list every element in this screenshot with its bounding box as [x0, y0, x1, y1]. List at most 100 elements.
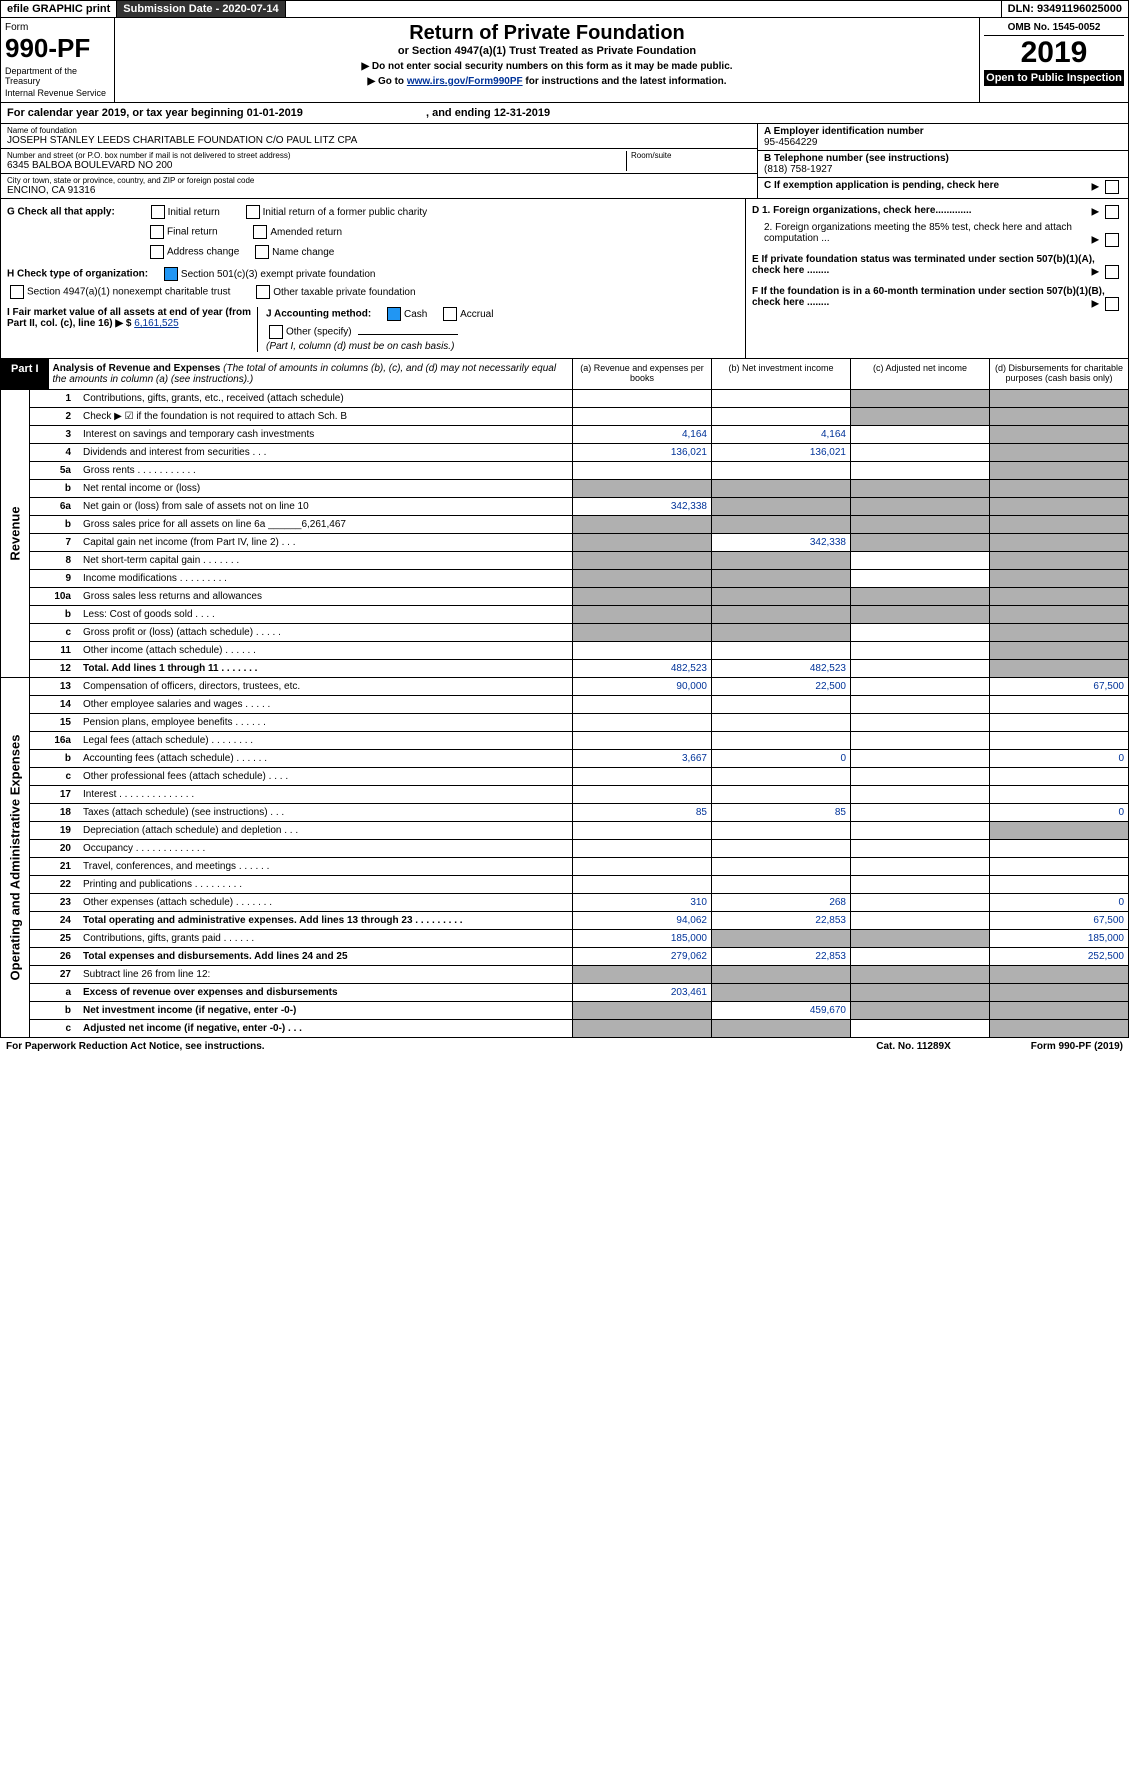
name-label: Name of foundation: [7, 126, 751, 135]
table-cell: [989, 534, 1128, 551]
table-row: 26Total expenses and disbursements. Add …: [30, 948, 1128, 966]
g1-checkbox[interactable]: [151, 205, 165, 219]
form-subtitle: or Section 4947(a)(1) Trust Treated as P…: [119, 45, 975, 57]
efile-label: efile GRAPHIC print: [1, 1, 117, 17]
row-number: 17: [30, 786, 77, 803]
row-description: Net rental income or (loss): [77, 480, 572, 497]
d2-checkbox[interactable]: [1105, 233, 1119, 247]
table-cell: [850, 840, 989, 857]
open-inspection: Open to Public Inspection: [984, 70, 1124, 86]
table-cell: [572, 606, 711, 623]
d1-checkbox[interactable]: [1105, 205, 1119, 219]
g3-checkbox[interactable]: [150, 225, 164, 239]
g5-label: Address change: [167, 247, 239, 258]
table-row: 2Check ▶ ☑ if the foundation is not requ…: [30, 408, 1128, 426]
city: ENCINO, CA 91316: [7, 185, 751, 196]
h2-checkbox[interactable]: [10, 285, 24, 299]
j1-label: Cash: [404, 309, 427, 320]
table-row: aExcess of revenue over expenses and dis…: [30, 984, 1128, 1002]
col-b-header: (b) Net investment income: [711, 359, 850, 389]
h3-checkbox[interactable]: [256, 285, 270, 299]
table-cell: [850, 858, 989, 875]
row-description: Less: Cost of goods sold . . . .: [77, 606, 572, 623]
h1-checkbox[interactable]: [164, 267, 178, 281]
g4-checkbox[interactable]: [253, 225, 267, 239]
g-row2: Final return Amended return: [147, 225, 739, 239]
table-cell: [850, 588, 989, 605]
table-cell: [850, 660, 989, 677]
j2-checkbox[interactable]: [443, 307, 457, 321]
row-description: Check ▶ ☑ if the foundation is not requi…: [77, 408, 572, 425]
table-row: 17Interest . . . . . . . . . . . . . .: [30, 786, 1128, 804]
irs-link[interactable]: www.irs.gov/Form990PF: [407, 76, 523, 87]
part1-header: Part I Analysis of Revenue and Expenses …: [0, 359, 1129, 390]
table-cell: [989, 480, 1128, 497]
table-cell: [989, 426, 1128, 443]
revenue-body: 1Contributions, gifts, grants, etc., rec…: [30, 390, 1128, 677]
table-cell: [850, 624, 989, 641]
h1-label: Section 501(c)(3) exempt private foundat…: [181, 269, 376, 280]
table-cell: [711, 642, 850, 659]
table-cell: [850, 984, 989, 1001]
table-cell: 203,461: [572, 984, 711, 1001]
table-cell: [850, 966, 989, 983]
j3-checkbox[interactable]: [269, 325, 283, 339]
table-cell: 136,021: [572, 444, 711, 461]
table-cell: [572, 462, 711, 479]
g2-checkbox[interactable]: [246, 205, 260, 219]
table-cell: [711, 768, 850, 785]
row-number: 12: [30, 660, 77, 677]
table-cell: [989, 768, 1128, 785]
table-cell: [850, 822, 989, 839]
city-row: City or town, state or province, country…: [1, 174, 757, 198]
table-cell: [711, 696, 850, 713]
table-cell: 0: [989, 804, 1128, 821]
table-row: 18Taxes (attach schedule) (see instructi…: [30, 804, 1128, 822]
foundation-name: JOSEPH STANLEY LEEDS CHARITABLE FOUNDATI…: [7, 135, 751, 146]
j1-checkbox[interactable]: [387, 307, 401, 321]
j-note: (Part I, column (d) must be on cash basi…: [266, 341, 739, 352]
table-cell: 279,062: [572, 948, 711, 965]
table-row: bNet investment income (if negative, ent…: [30, 1002, 1128, 1020]
g5-checkbox[interactable]: [150, 245, 164, 259]
h-row2: Section 4947(a)(1) nonexempt charitable …: [7, 285, 739, 299]
table-cell: [572, 570, 711, 587]
table-cell: [850, 534, 989, 551]
table-cell: [572, 1020, 711, 1037]
table-row: 5aGross rents . . . . . . . . . . .: [30, 462, 1128, 480]
row-description: Other employee salaries and wages . . . …: [77, 696, 572, 713]
calendar-year-row: For calendar year 2019, or tax year begi…: [0, 103, 1129, 124]
footer-left: For Paperwork Reduction Act Notice, see …: [6, 1041, 265, 1052]
row-number: 2: [30, 408, 77, 425]
row-number: 18: [30, 804, 77, 821]
table-row: bAccounting fees (attach schedule) . . .…: [30, 750, 1128, 768]
table-cell: [572, 588, 711, 605]
row-description: Contributions, gifts, grants, etc., rece…: [77, 390, 572, 407]
table-cell: [711, 480, 850, 497]
table-cell: 67,500: [989, 678, 1128, 695]
table-row: bGross sales price for all assets on lin…: [30, 516, 1128, 534]
table-cell: 0: [989, 894, 1128, 911]
f-checkbox[interactable]: [1105, 297, 1119, 311]
c-checkbox[interactable]: [1105, 180, 1119, 194]
foundation-name-row: Name of foundation JOSEPH STANLEY LEEDS …: [1, 124, 757, 149]
table-cell: [711, 588, 850, 605]
table-cell: [850, 390, 989, 407]
ein-label: A Employer identification number: [764, 126, 1122, 137]
e-checkbox[interactable]: [1105, 265, 1119, 279]
table-cell: [850, 948, 989, 965]
table-cell: [711, 876, 850, 893]
col-c-header: (c) Adjusted net income: [850, 359, 989, 389]
table-cell: [850, 516, 989, 533]
row-number: 23: [30, 894, 77, 911]
table-cell: [989, 642, 1128, 659]
omb-number: OMB No. 1545-0052: [984, 22, 1124, 36]
row-description: Subtract line 26 from line 12:: [77, 966, 572, 983]
row-description: Net investment income (if negative, ente…: [77, 1002, 572, 1019]
g6-checkbox[interactable]: [255, 245, 269, 259]
h2-label: Section 4947(a)(1) nonexempt charitable …: [27, 287, 230, 298]
table-cell: 136,021: [711, 444, 850, 461]
row-number: 10a: [30, 588, 77, 605]
col-d-header: (d) Disbursements for charitable purpose…: [989, 359, 1128, 389]
note2-suffix: for instructions and the latest informat…: [525, 76, 726, 87]
